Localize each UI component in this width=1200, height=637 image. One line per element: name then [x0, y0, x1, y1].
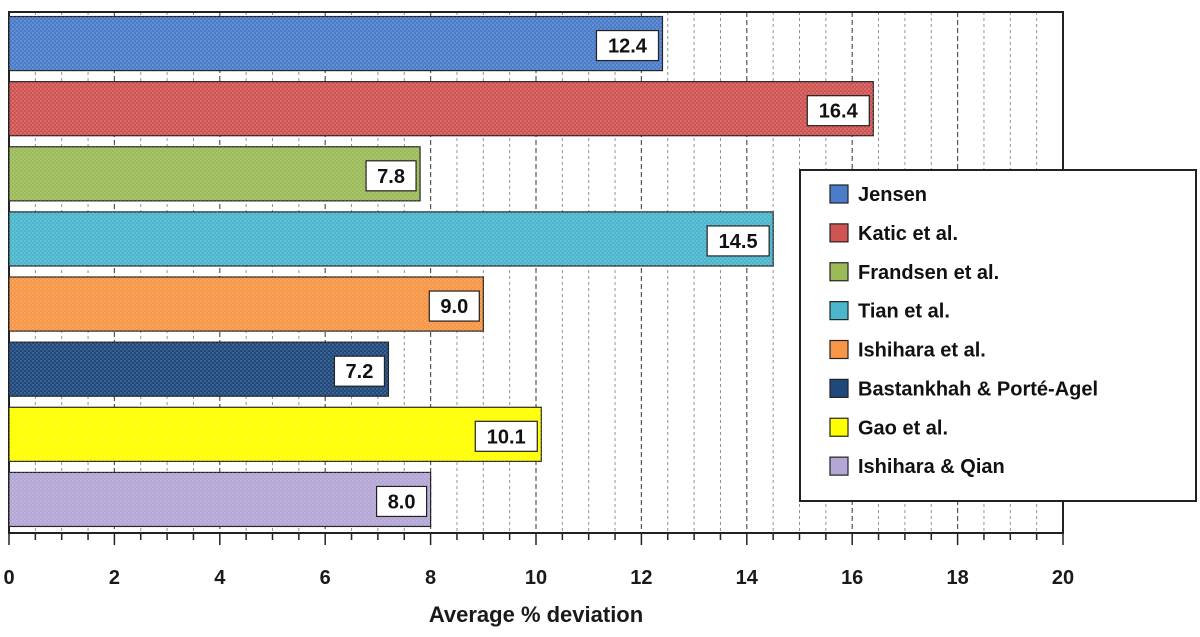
legend-box [799, 169, 1197, 502]
data-label: 7.8 [377, 166, 405, 188]
legend-swatch [829, 301, 849, 321]
x-tick-label: 8 [425, 567, 436, 589]
data-label: 12.4 [608, 36, 648, 58]
data-label-box [333, 355, 386, 387]
legend-swatch [829, 184, 849, 204]
x-tick-label: 16 [841, 567, 863, 589]
bar-texture [9, 472, 431, 527]
x-tick-label: 12 [630, 567, 652, 589]
data-label-box [595, 29, 660, 62]
x-axis-title: Average % deviation [429, 602, 643, 627]
bar-group: 7.2 [8, 341, 390, 397]
data-label: 9.0 [440, 296, 468, 318]
legend-label: Ishihara & Qian [858, 456, 1005, 478]
legend-label: Tian et al. [858, 301, 950, 323]
bar-texture [9, 342, 389, 397]
x-tick-label: 4 [214, 567, 226, 589]
data-label-box [428, 290, 480, 322]
legend-label: Jensen [858, 184, 927, 206]
data-label-box [806, 95, 870, 127]
legend-item: Tian et al. [829, 301, 950, 323]
legend-item: Frandsen et al. [829, 262, 999, 284]
legend-label: Katic et al. [858, 223, 958, 245]
legend-label: Gao et al. [858, 417, 948, 439]
x-tick-label: 18 [946, 567, 968, 589]
legend-swatch [829, 339, 849, 360]
data-label: 10.1 [487, 426, 526, 448]
legend-item: Ishihara et al. [829, 339, 986, 362]
legend-item: Katic et al. [829, 223, 958, 245]
legend-swatch [829, 262, 849, 282]
data-label-box [706, 225, 770, 257]
bar-group: 12.4 [8, 15, 664, 72]
bar-group: 16.4 [8, 81, 874, 137]
legend-label: Ishihara et al. [858, 340, 986, 362]
bar-group: 10.1 [8, 406, 542, 462]
x-tick-label: 2 [109, 567, 120, 589]
x-tick-label: 10 [525, 567, 547, 589]
bar-texture [9, 16, 663, 71]
legend-swatch [829, 378, 849, 398]
data-label-box [474, 420, 538, 452]
bar-group: 8.0 [8, 471, 432, 528]
x-tick-label: 6 [320, 567, 331, 589]
data-label: 7.2 [346, 361, 374, 383]
bar-group: 14.5 [8, 211, 774, 267]
data-label: 8.0 [388, 491, 416, 513]
legend-swatch [829, 417, 849, 437]
data-label: 14.5 [719, 231, 758, 253]
x-axis: 0 2 4 6 8 10 12 14 16 18 20 [3, 532, 1074, 589]
bars: 12.4 16.4 7.8 14.5 9.0 7.2 10.1 8.0 [8, 15, 874, 528]
data-label: 16.4 [819, 101, 859, 123]
x-tick-label: 14 [736, 567, 759, 589]
bar-group: 7.8 [8, 146, 421, 202]
x-tick-label: 0 [3, 567, 14, 589]
legend-label: Frandsen et al. [858, 262, 999, 284]
bar-texture [9, 146, 421, 201]
bar-texture [9, 277, 484, 332]
legend-swatch [829, 456, 849, 476]
bar-texture [9, 81, 874, 136]
bar-texture [9, 407, 542, 462]
legend-item: Bastankhah & Porté-Agel [829, 378, 1098, 400]
legend-item: Jensen [829, 184, 927, 206]
data-label-box [376, 485, 428, 518]
legend-swatch [829, 223, 849, 243]
legend-label: Bastankhah & Porté-Agel [858, 378, 1098, 400]
data-label-box [365, 160, 417, 192]
bar-group: 9.0 [8, 276, 484, 332]
bar-texture [9, 211, 774, 266]
legend: Jensen Katic et al. Frandsen et al. Tian et… [799, 169, 1197, 502]
legend-item: Gao et al. [829, 417, 948, 439]
legend-item: Ishihara & Qian [829, 456, 1005, 478]
x-tick-label: 20 [1052, 567, 1074, 589]
